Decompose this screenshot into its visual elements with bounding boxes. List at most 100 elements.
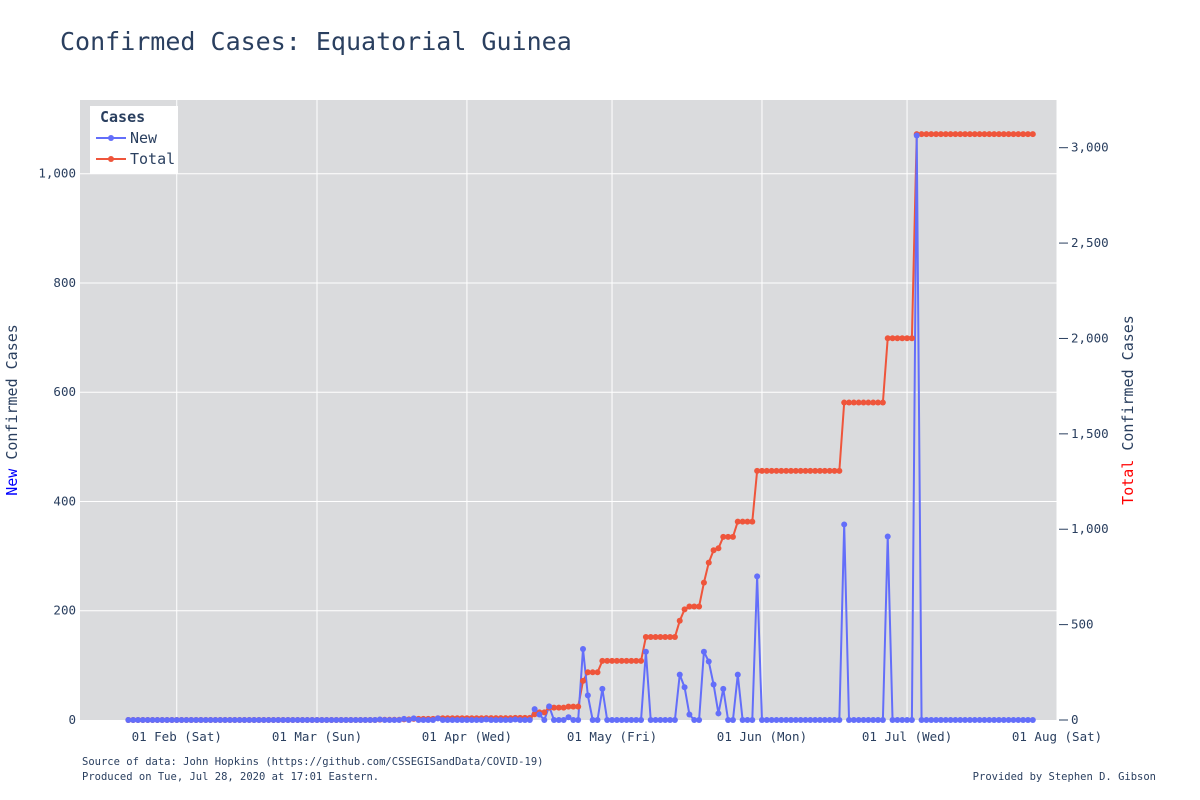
point-total <box>860 399 867 406</box>
point-new <box>231 717 238 723</box>
point-total <box>580 677 587 684</box>
point-new <box>401 715 408 722</box>
point-new <box>541 717 548 723</box>
point-new <box>981 717 988 723</box>
point-new <box>570 717 577 723</box>
point-total <box>642 634 649 641</box>
point-new <box>831 717 838 723</box>
point-new <box>149 717 156 723</box>
y2-axis-title-highlight: Total <box>1119 460 1137 505</box>
point-new <box>623 717 630 723</box>
point-total <box>681 606 688 613</box>
legend-item-total[interactable]: Total <box>96 150 175 168</box>
legend-swatch-marker <box>108 156 114 162</box>
point-total <box>787 467 794 474</box>
point-new <box>550 717 557 723</box>
point-new <box>913 132 920 139</box>
point-total <box>541 709 548 716</box>
point-new <box>517 717 524 723</box>
point-new <box>986 717 993 723</box>
point-total <box>879 399 886 406</box>
point-total <box>575 703 582 710</box>
point-new <box>865 717 872 723</box>
point-new <box>899 717 906 723</box>
point-total <box>783 467 790 474</box>
point-total <box>715 545 722 552</box>
y2-axis-ticks: 0 500 1,000 1,500 2,000 2,500 3,000 <box>1059 140 1109 727</box>
y2-tick-label: 500 <box>1071 617 1094 632</box>
point-new <box>1010 717 1017 723</box>
point-new <box>821 717 828 723</box>
point-new <box>884 533 891 540</box>
y-tick-label: 1,000 <box>38 166 76 181</box>
series-points <box>125 131 1036 723</box>
point-new <box>870 717 877 723</box>
point-total <box>589 669 596 676</box>
point-new <box>729 717 736 723</box>
point-total <box>937 131 944 138</box>
point-new <box>575 717 582 723</box>
point-new <box>1029 717 1036 723</box>
point-new <box>584 692 591 699</box>
point-new <box>836 717 843 723</box>
point-new <box>962 717 969 723</box>
point-total <box>966 131 973 138</box>
point-total <box>899 335 906 342</box>
point-new <box>778 717 785 723</box>
point-new <box>318 717 325 723</box>
point-new <box>430 717 437 723</box>
point-new <box>309 717 316 723</box>
point-new <box>236 717 243 723</box>
point-new <box>202 717 209 723</box>
point-new <box>488 717 495 723</box>
point-new <box>792 717 799 723</box>
point-new <box>565 714 572 721</box>
legend-item-new[interactable]: New <box>96 129 158 147</box>
point-total <box>652 634 659 641</box>
point-new <box>265 717 272 723</box>
point-total <box>531 711 538 718</box>
y-axis-ticks: 0 200 400 600 800 1,000 <box>38 166 76 727</box>
point-new <box>241 717 248 723</box>
point-new <box>391 717 398 723</box>
point-total <box>720 533 727 540</box>
point-new <box>613 717 620 723</box>
legend-label: Total <box>130 150 175 168</box>
point-total <box>875 399 882 406</box>
point-total <box>594 669 601 676</box>
point-new <box>343 717 350 723</box>
point-new <box>817 717 823 723</box>
point-new <box>908 717 915 723</box>
point-new <box>725 717 732 723</box>
point-total <box>570 703 577 710</box>
point-total <box>773 467 780 474</box>
point-new <box>875 717 882 723</box>
y-tick-label: 400 <box>53 493 76 508</box>
point-new <box>294 717 301 723</box>
point-new <box>734 671 741 678</box>
point-new <box>251 717 258 723</box>
point-new <box>275 717 282 723</box>
y2-tick-label: 2,500 <box>1071 235 1109 250</box>
point-new <box>681 684 688 691</box>
point-total <box>817 467 823 474</box>
point-new <box>347 717 354 723</box>
point-total <box>947 131 954 138</box>
point-total <box>894 335 901 342</box>
point-new <box>144 717 151 723</box>
point-new <box>168 717 175 723</box>
legend-swatch-marker <box>108 135 114 141</box>
point-total <box>700 579 707 586</box>
point-total <box>1005 131 1012 138</box>
x-tick-label: 01 May (Fri) <box>567 729 657 744</box>
point-new <box>173 717 180 723</box>
y-tick-label: 600 <box>53 384 76 399</box>
legend-title: Cases <box>100 108 145 126</box>
point-total <box>991 131 998 138</box>
legend[interactable]: Cases New Total <box>90 106 178 174</box>
source-note: Source of data: John Hopkins (https://gi… <box>82 756 544 768</box>
point-new <box>381 717 388 723</box>
point-new <box>478 717 485 723</box>
point-new <box>125 717 132 723</box>
point-new <box>410 715 417 722</box>
